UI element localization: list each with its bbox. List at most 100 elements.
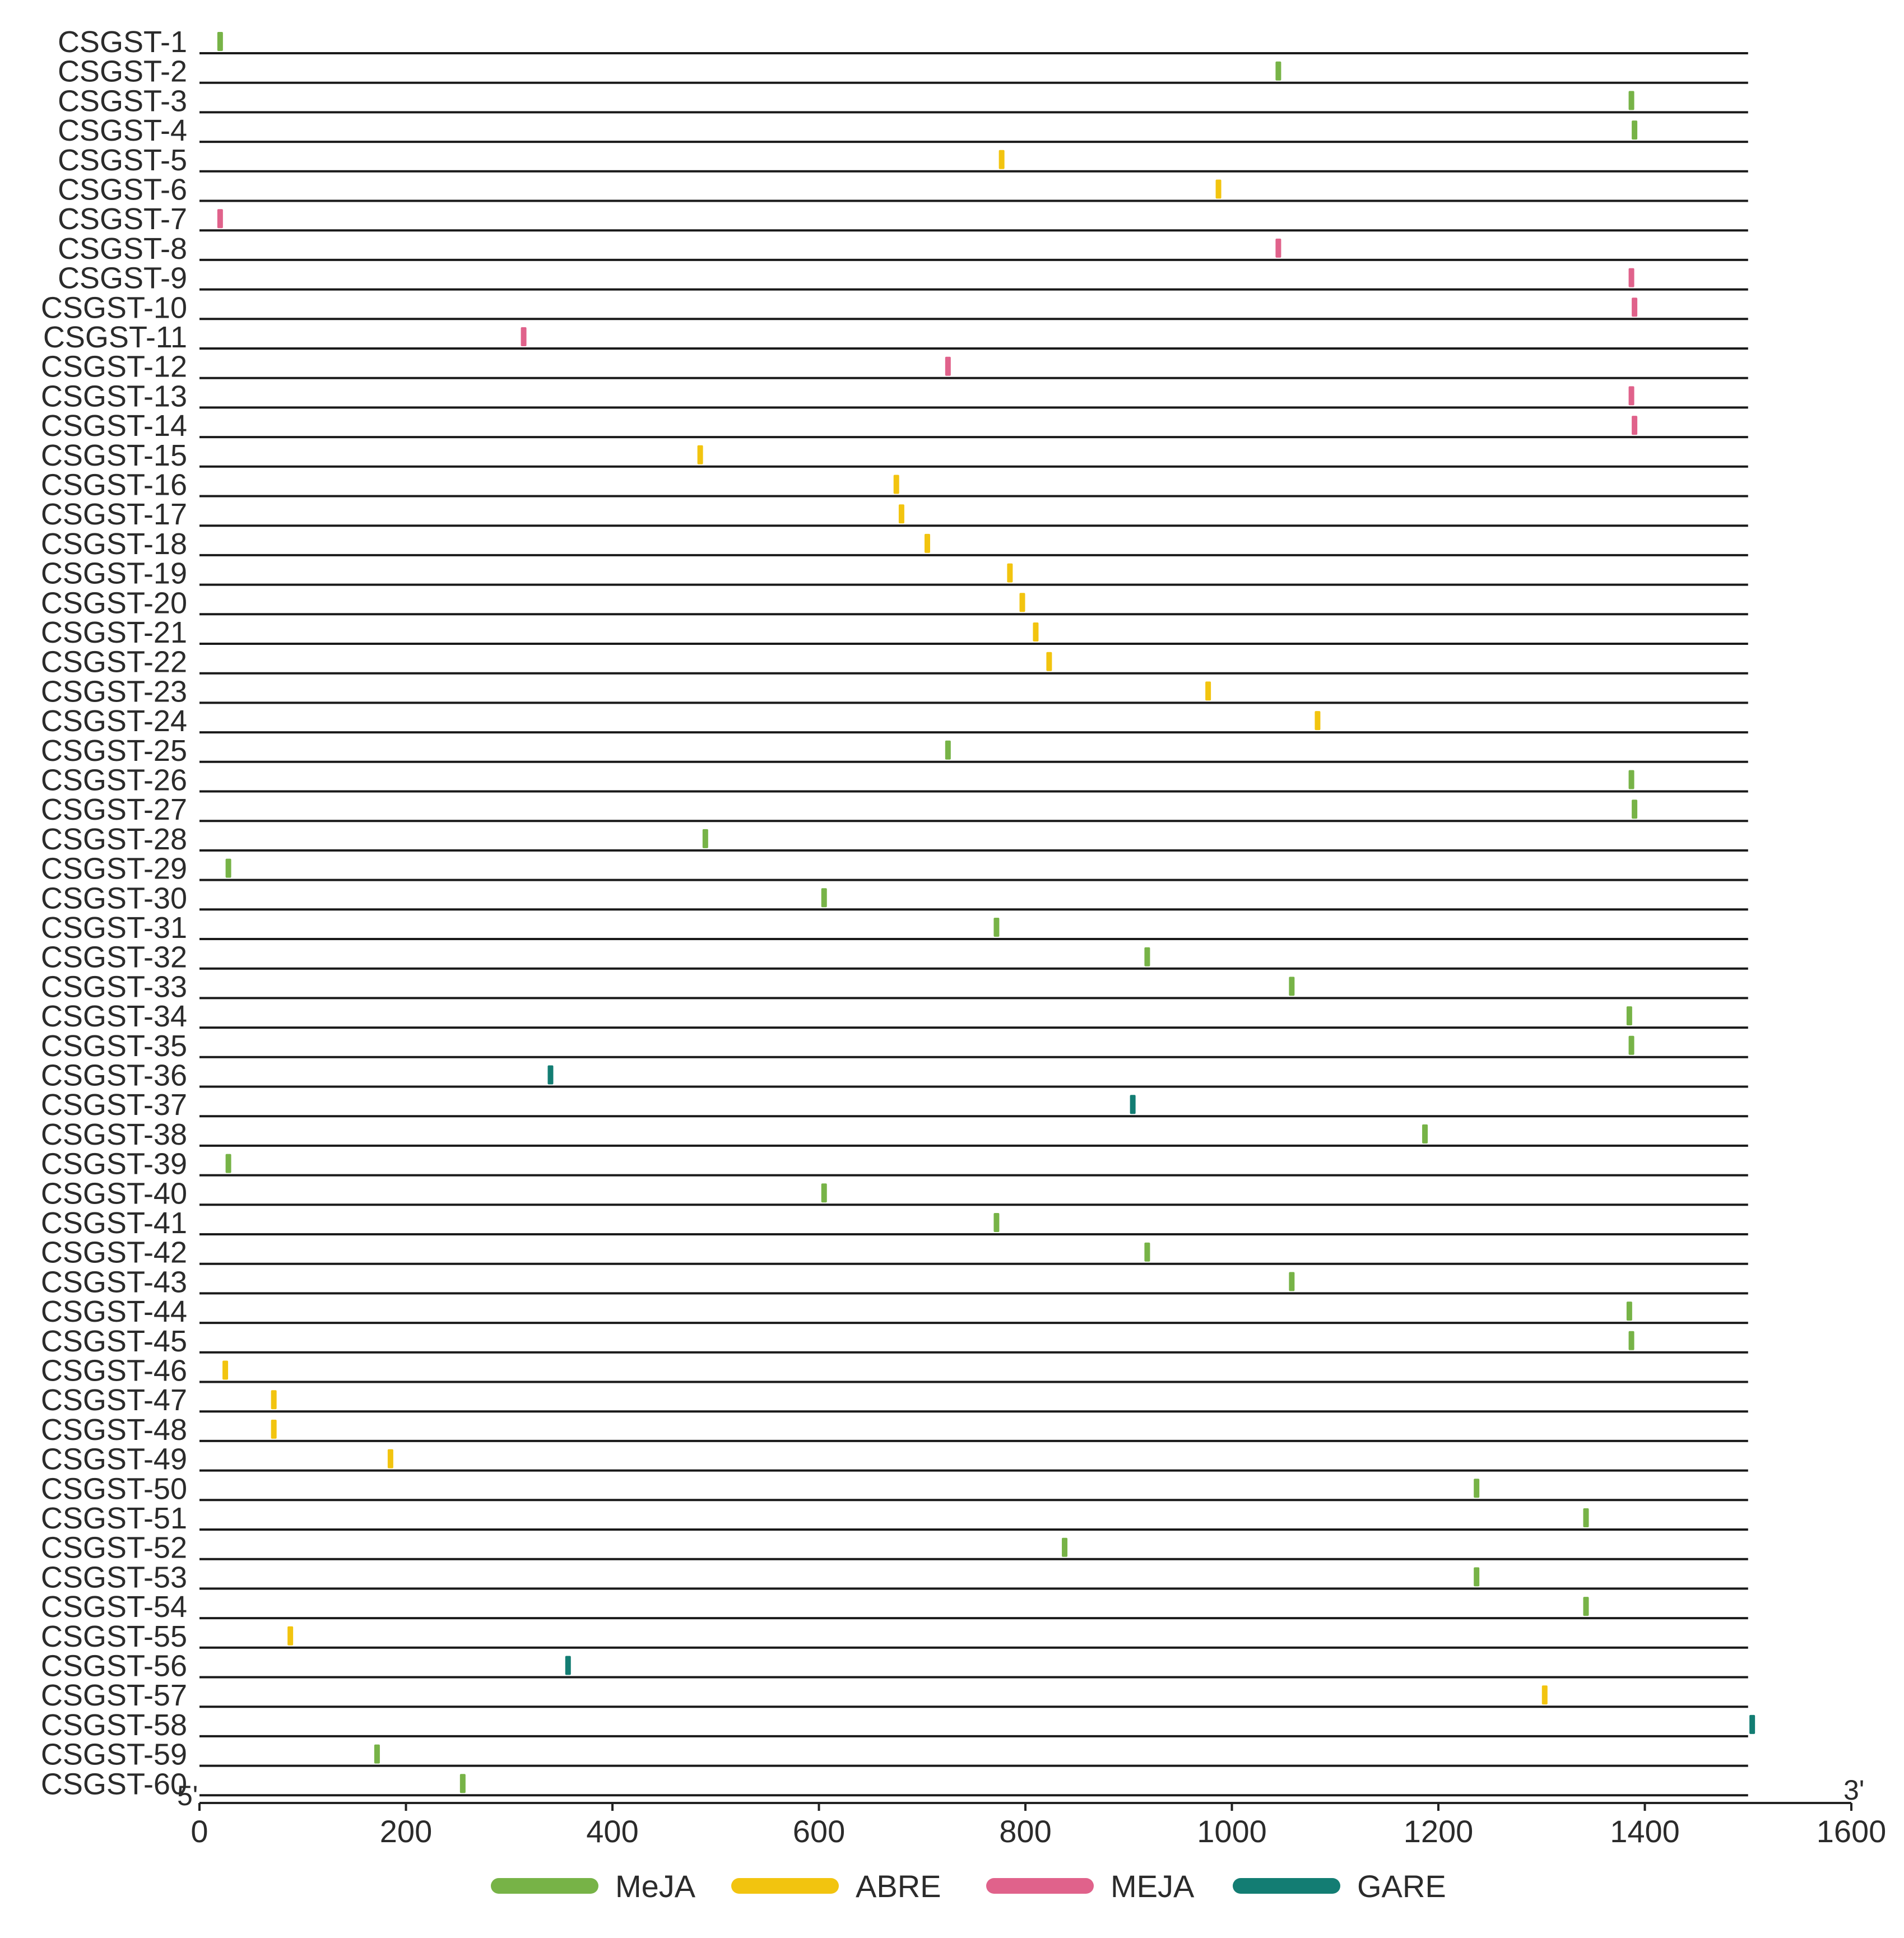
gene-row: CSGST-21 — [41, 616, 1748, 649]
gene-row: CSGST-40 — [41, 1177, 1748, 1210]
motif-mark — [1632, 120, 1638, 140]
motif-mark — [387, 1449, 393, 1468]
motif-mark — [1144, 947, 1150, 966]
gene-label: CSGST-36 — [41, 1059, 187, 1093]
gene-label: CSGST-12 — [41, 350, 187, 384]
motif-mark — [697, 445, 703, 464]
x-tick-label: 200 — [380, 1814, 432, 1849]
motif-mark — [1583, 1597, 1589, 1616]
gene-row: CSGST-34 — [41, 1000, 1748, 1033]
motif-mark — [1215, 179, 1222, 199]
motif-mark — [565, 1656, 571, 1675]
motif-mark — [225, 1154, 231, 1173]
gene-row: CSGST-55 — [41, 1620, 1748, 1653]
motif-mark — [1541, 1685, 1548, 1705]
gene-row: CSGST-26 — [41, 764, 1748, 797]
motif-mark — [521, 327, 527, 346]
gene-row: CSGST-31 — [41, 911, 1748, 945]
gene-label: CSGST-1 — [58, 25, 187, 59]
motif-mark — [1749, 1714, 1756, 1734]
gene-label: CSGST-38 — [41, 1118, 187, 1151]
gene-label: CSGST-47 — [41, 1383, 187, 1417]
gene-row: CSGST-60 — [41, 1767, 1748, 1801]
x-tick-label: 0 — [191, 1814, 208, 1849]
motif-mark — [1205, 681, 1211, 701]
gene-label: CSGST-10 — [41, 291, 187, 324]
gene-row: CSGST-9 — [58, 262, 1748, 295]
gene-label: CSGST-2 — [58, 55, 187, 89]
gene-label: CSGST-45 — [41, 1324, 187, 1358]
motif-mark — [217, 209, 223, 229]
gene-row: CSGST-23 — [41, 675, 1748, 708]
gene-label: CSGST-39 — [41, 1147, 187, 1181]
gene-label: CSGST-58 — [41, 1708, 187, 1742]
gene-label: CSGST-13 — [41, 379, 187, 413]
gene-row: CSGST-15 — [41, 439, 1748, 472]
motif-mark — [945, 356, 951, 376]
gene-row: CSGST-42 — [41, 1236, 1748, 1270]
motif-mark — [821, 1183, 827, 1203]
motif-mark — [1033, 622, 1039, 642]
gene-label: CSGST-43 — [41, 1265, 187, 1299]
gene-row: CSGST-56 — [41, 1649, 1748, 1683]
motif-mark — [1275, 238, 1281, 258]
gene-label: CSGST-59 — [41, 1738, 187, 1772]
gene-row: CSGST-37 — [41, 1088, 1748, 1122]
gene-label: CSGST-53 — [41, 1560, 187, 1594]
motif-mark — [1289, 1272, 1295, 1291]
motif-mark — [1628, 386, 1634, 406]
gene-label: CSGST-60 — [41, 1767, 187, 1801]
gene-label: CSGST-17 — [41, 498, 187, 531]
gene-row: CSGST-54 — [41, 1590, 1748, 1624]
x-tick-label: 1200 — [1404, 1814, 1474, 1849]
gene-row: CSGST-11 — [43, 320, 1748, 354]
gene-row: CSGST-33 — [41, 970, 1748, 1003]
motif-mark — [1144, 1242, 1150, 1262]
gene-label: CSGST-25 — [41, 734, 187, 768]
gene-label: CSGST-15 — [41, 439, 187, 472]
legend-swatch — [731, 1878, 839, 1894]
x-ticks: 0 200 400 600 800 1000 1200 1400 1600 — [191, 1803, 1886, 1849]
motif-mark — [898, 504, 904, 524]
x-tick-label: 600 — [793, 1814, 845, 1849]
motif-mark — [1474, 1567, 1480, 1587]
gene-label: CSGST-56 — [41, 1649, 187, 1683]
motif-mark — [1626, 1302, 1632, 1321]
gene-row: CSGST-35 — [41, 1029, 1748, 1063]
motif-mark — [1628, 1035, 1634, 1055]
motif-marks — [217, 32, 1756, 1793]
gene-label: CSGST-33 — [41, 970, 187, 1003]
motif-mark — [1289, 977, 1295, 996]
motif-mark — [287, 1626, 294, 1646]
motif-mark — [547, 1065, 554, 1085]
gene-row: CSGST-27 — [41, 793, 1748, 826]
motif-mark — [1007, 563, 1013, 583]
gene-label: CSGST-41 — [41, 1206, 187, 1240]
gene-label: CSGST-20 — [41, 586, 187, 620]
motif-mark — [821, 888, 827, 908]
gene-row: CSGST-16 — [41, 468, 1748, 502]
gene-label: CSGST-19 — [41, 557, 187, 591]
x-tick-label: 800 — [999, 1814, 1051, 1849]
legend-label: GARE — [1357, 1869, 1446, 1904]
gene-label: CSGST-31 — [41, 911, 187, 945]
gene-row: CSGST-1 — [58, 25, 1748, 59]
motif-mark — [1315, 711, 1321, 731]
motif-mark — [993, 918, 1000, 937]
gene-label: CSGST-3 — [58, 84, 187, 118]
gene-label: CSGST-8 — [58, 232, 187, 266]
gene-row: CSGST-18 — [41, 527, 1748, 561]
motif-mark — [222, 1360, 229, 1380]
motif-mark — [945, 740, 951, 760]
motif-mark — [1626, 1006, 1632, 1026]
gene-row: CSGST-22 — [41, 645, 1748, 679]
gene-label: CSGST-48 — [41, 1413, 187, 1447]
gene-row: CSGST-53 — [41, 1560, 1748, 1594]
x-tick-label: 400 — [586, 1814, 638, 1849]
gene-row: CSGST-8 — [58, 232, 1748, 266]
motif-mark — [1130, 1095, 1136, 1114]
legend-label: MEJA — [1111, 1869, 1195, 1904]
five-prime-label: 5' — [177, 1780, 198, 1811]
motif-mark — [225, 858, 231, 878]
motif-mark — [1632, 800, 1638, 819]
